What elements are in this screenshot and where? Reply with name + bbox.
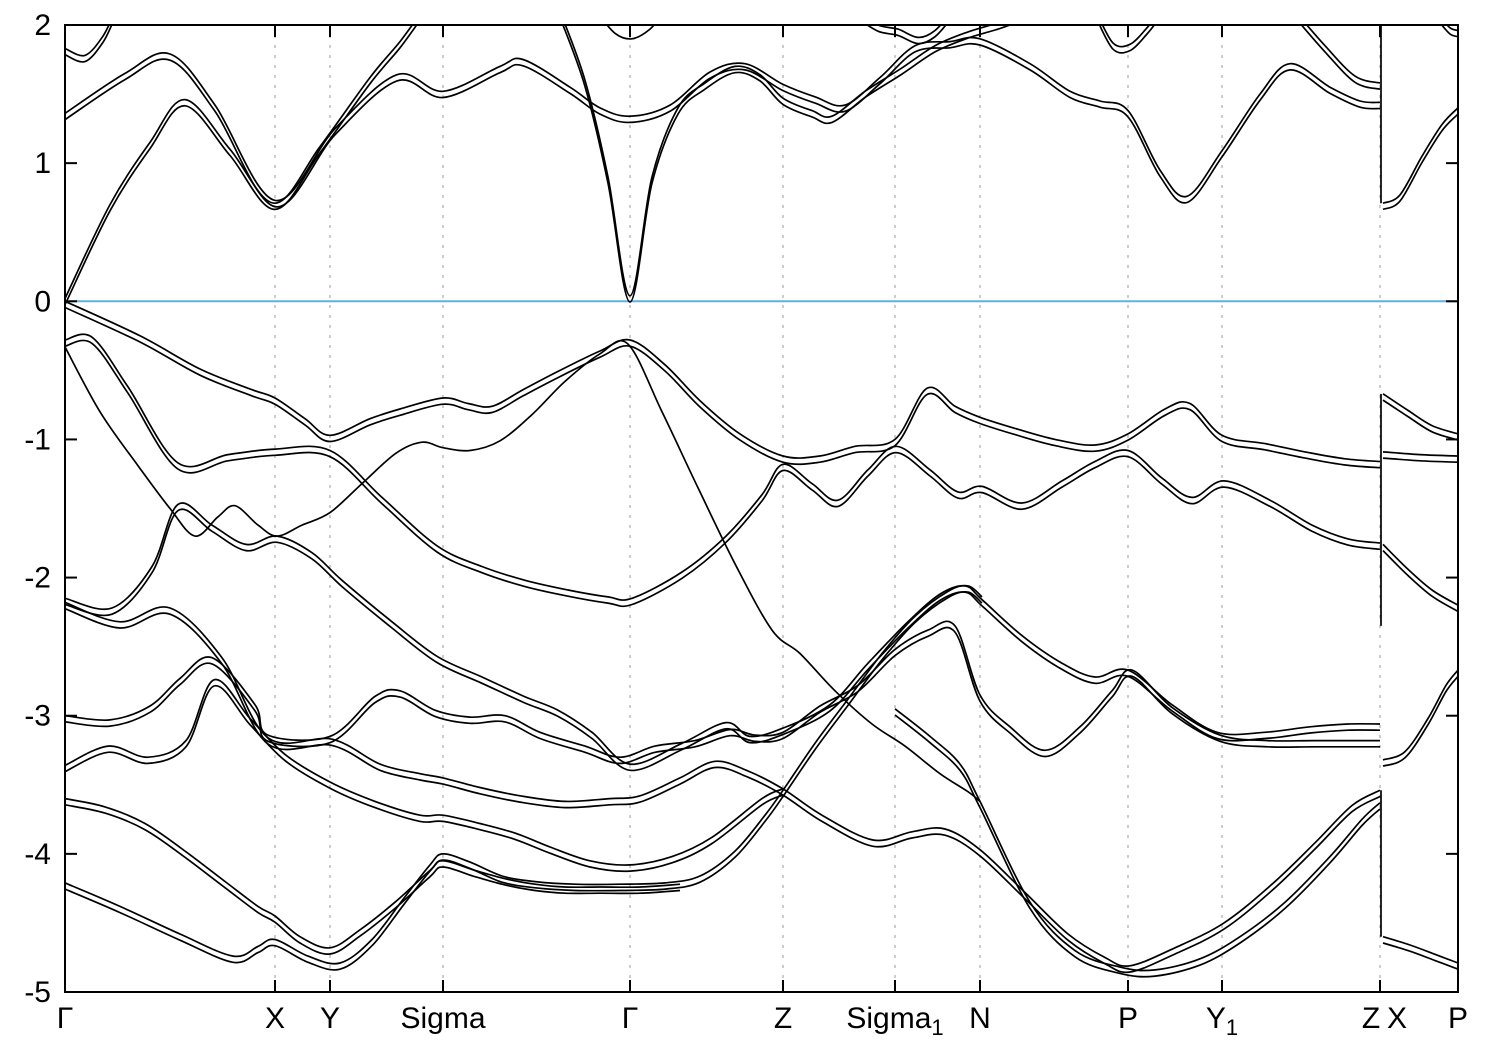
axes-frame-layer [64, 24, 1459, 993]
band-path-valence-6-deep-left [65, 591, 983, 971]
band-path-panel2-v5-deep [1382, 935, 1458, 964]
band-path-conduction-2-gamma-valley [564, 25, 994, 297]
y-tick-label: 1 [34, 147, 51, 180]
band-path-conduction-1 [65, 42, 1381, 208]
band-path-top-arc-p [1101, 25, 1151, 48]
band-path-conduction-1 [65, 36, 1381, 202]
band-path-top-arc-p [1098, 25, 1156, 54]
x-tick-label: Y [320, 1002, 340, 1035]
band-path-top-arc-sigma1 [865, 25, 948, 45]
x-tick-label: Y1 [1206, 1002, 1238, 1040]
energy-bands-layer [65, 25, 1458, 978]
band-path-panel2-v2-flat [1382, 451, 1458, 457]
band-path-valence-9-left-deep [65, 803, 681, 955]
y-tick-label: -5 [24, 976, 51, 1009]
x-tick-label: Sigma [400, 1002, 485, 1035]
band-path-valence-steep [65, 339, 981, 803]
band-path-top-arc-z2 [1305, 25, 1381, 84]
band-path-valence-7-deep-right [894, 714, 1381, 978]
band-path-valence-7-deep-right [894, 708, 1381, 972]
x-tick-label: N [969, 1002, 991, 1035]
band-path-top-arc-gamma1 [65, 25, 110, 57]
band-path-valence-5 [65, 607, 1381, 974]
plot-border [64, 24, 1459, 993]
band-path-conduction-2-left [65, 25, 414, 299]
band-path-valence-1 [65, 306, 1381, 469]
band-path-valence-3 [65, 502, 1381, 765]
gridlines-layer [274, 25, 1381, 992]
y-tick-label: -1 [24, 423, 51, 456]
band-path-top-arc-sigma1 [876, 25, 942, 39]
band-path-valence-3 [65, 508, 1381, 772]
band-path-panel2-v4 [1382, 675, 1458, 767]
band-path-panel2-v5-deep [1382, 942, 1458, 970]
band-path-valence-1 [65, 300, 1381, 463]
band-path-conduction-2-gamma-valley [562, 25, 1013, 303]
y-tick-label: -4 [24, 838, 51, 871]
band-path-panel2-top-corner [1445, 25, 1458, 32]
band-path-valence-4 [65, 626, 1380, 765]
x-tick-label: X [265, 1002, 285, 1035]
band-path-valence-8-left-mid [65, 685, 784, 873]
band-path-panel2-v2-flat [1382, 457, 1458, 464]
band-path-top-arc-z2 [1300, 25, 1381, 91]
band-path-panel2-v4 [1382, 669, 1458, 761]
band-path-valence-6-deep-left [65, 584, 983, 965]
x-tick-label: Z [1362, 1002, 1380, 1035]
x-tick-label: Sigma1 [846, 1002, 943, 1040]
x-tick-label: P [1118, 1002, 1138, 1035]
band-path-panel2-v3 [1382, 549, 1458, 613]
band-path-valence-5 [65, 601, 1381, 967]
band-path-panel2-v1 [1382, 399, 1458, 441]
x-tick-label: Z [774, 1002, 792, 1035]
band-path-panel2-v1 [1382, 393, 1458, 435]
y-tick-label: 2 [34, 9, 51, 42]
band-path-valence-8-left-mid [65, 678, 784, 866]
x-tick-label: Γ [57, 1002, 74, 1035]
band-path-valence-4 [65, 620, 1381, 759]
band-path-valence-2 [65, 339, 1381, 608]
tick-labels-layer: 210-1-2-3-4-5Γ X Y Sigma Γ Z Sigma1 N P Y1 Z X P [24, 9, 1468, 1040]
band-path-panel2-v3 [1382, 543, 1458, 606]
band-path-valence-2 [65, 333, 1381, 601]
y-tick-label: 0 [34, 285, 51, 318]
band-path-valence-9-left-deep [65, 797, 681, 949]
x-tick-label: X [1387, 1002, 1407, 1035]
band-path-top-arc-gamma2 [605, 25, 656, 40]
band-path-conduction-2-left [65, 25, 418, 306]
band-path-panel2-conduction [1382, 107, 1458, 204]
y-tick-label: -3 [24, 700, 51, 733]
x-tick-label: P [1448, 1002, 1468, 1035]
y-tick-label: -2 [24, 562, 51, 595]
band-path-top-arc-gamma1 [65, 25, 113, 63]
band-path-panel2-conduction [1382, 113, 1458, 211]
x-tick-label: Γ [622, 1002, 639, 1035]
